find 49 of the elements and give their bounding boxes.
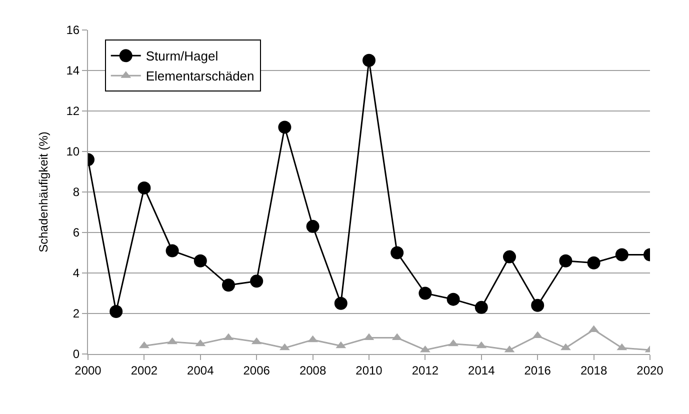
y-tick-label: 0	[72, 347, 80, 362]
point	[560, 343, 571, 350]
point	[390, 246, 404, 260]
point	[587, 256, 600, 270]
point	[420, 345, 430, 352]
point	[222, 278, 235, 292]
point	[278, 120, 292, 134]
y-tick-label: 8	[72, 185, 80, 200]
point	[110, 304, 123, 318]
legend-label: Sturm/Hagel	[146, 48, 218, 64]
point	[448, 339, 458, 346]
y-tick-label: 16	[66, 23, 80, 38]
point	[503, 250, 516, 264]
x-tick-label: 2018	[580, 363, 608, 378]
point	[334, 296, 348, 310]
x-tick-label: 2020	[636, 363, 664, 378]
y-tick-label: 2	[72, 306, 80, 321]
point	[194, 254, 207, 268]
point	[167, 337, 178, 344]
point	[362, 54, 376, 67]
point	[306, 220, 320, 233]
y-tick-label: 10	[66, 144, 80, 159]
point	[308, 335, 318, 342]
x-tick-label: 2012	[412, 363, 439, 378]
y-tick-label: 14	[66, 64, 80, 78]
point	[615, 248, 628, 262]
x-tick-label: 2006	[243, 363, 270, 378]
point	[531, 298, 544, 312]
x-tick-label: 2014	[468, 363, 496, 378]
point	[559, 254, 572, 268]
point	[166, 244, 179, 258]
x-tick-label: 2002	[130, 363, 158, 378]
x-tick-label: 2004	[187, 363, 214, 378]
point	[280, 343, 290, 350]
point	[418, 286, 432, 300]
y-axis-title: Schadenhäufigkeit (%)	[36, 132, 51, 252]
x-tick-label: 2016	[524, 363, 552, 378]
legend-label: Elementarschäden	[146, 68, 254, 84]
point	[474, 300, 488, 314]
x-tick-label: 2000	[74, 363, 102, 378]
point	[139, 341, 150, 348]
y-tick-label: 4	[72, 266, 80, 280]
point	[446, 292, 460, 306]
y-tick-label: 6	[72, 226, 80, 240]
y-tick-label: 12	[66, 104, 80, 118]
point	[138, 181, 151, 194]
point	[250, 274, 264, 288]
x-tick-label: 2010	[356, 363, 383, 378]
x-tick-label: 2008	[299, 363, 326, 378]
